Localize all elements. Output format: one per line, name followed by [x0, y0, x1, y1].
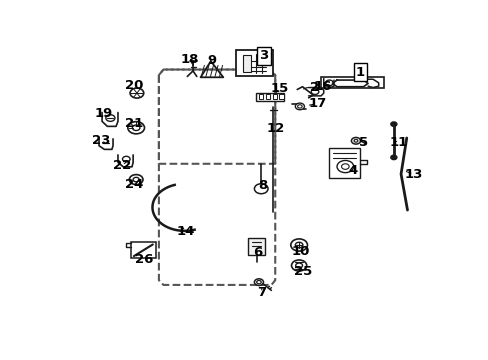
Bar [265, 94, 270, 99]
Circle shape [295, 103, 304, 110]
Text: 21: 21 [124, 117, 142, 130]
Circle shape [129, 175, 142, 185]
Circle shape [291, 260, 306, 271]
Circle shape [254, 279, 263, 285]
Bar [243, 55, 251, 72]
Text: 9: 9 [206, 54, 216, 67]
Circle shape [132, 125, 140, 131]
Circle shape [390, 155, 396, 159]
Bar [131, 242, 156, 258]
Text: 15: 15 [270, 82, 288, 95]
Text: 26: 26 [134, 253, 153, 266]
Bar [259, 94, 263, 99]
Text: 14: 14 [176, 225, 194, 238]
Circle shape [130, 88, 143, 98]
Circle shape [254, 184, 267, 194]
Text: 16: 16 [313, 81, 331, 94]
Bar [256, 93, 283, 100]
Text: 19: 19 [94, 107, 112, 120]
Text: 25: 25 [293, 265, 311, 278]
Circle shape [311, 89, 318, 94]
Text: 5: 5 [358, 136, 367, 149]
Text: 23: 23 [92, 134, 110, 147]
Text: 20: 20 [124, 79, 143, 92]
Circle shape [297, 105, 302, 108]
Text: 22: 22 [113, 159, 131, 172]
Circle shape [336, 161, 353, 173]
Circle shape [105, 115, 115, 121]
Circle shape [133, 177, 139, 182]
Circle shape [122, 156, 130, 162]
Circle shape [341, 164, 348, 169]
Circle shape [290, 239, 307, 251]
Text: 2: 2 [309, 81, 318, 94]
Text: 4: 4 [347, 164, 357, 177]
Circle shape [390, 122, 396, 126]
Circle shape [351, 138, 360, 144]
Circle shape [325, 80, 332, 86]
Circle shape [295, 242, 302, 248]
Circle shape [256, 280, 261, 284]
Bar [279, 94, 284, 99]
Text: 8: 8 [258, 179, 267, 193]
Text: 17: 17 [307, 97, 326, 110]
Circle shape [353, 139, 357, 142]
Text: 6: 6 [253, 246, 262, 259]
Bar [328, 148, 359, 179]
Text: 12: 12 [266, 122, 285, 135]
Text: 1: 1 [355, 66, 365, 79]
Circle shape [127, 122, 144, 134]
Bar [272, 94, 277, 99]
Circle shape [295, 263, 302, 268]
Text: 11: 11 [389, 136, 407, 149]
Bar [236, 50, 272, 76]
Text: 10: 10 [291, 245, 309, 258]
Bar [248, 238, 264, 255]
Text: 3: 3 [259, 49, 268, 62]
Circle shape [335, 167, 339, 170]
Bar [321, 77, 383, 89]
Text: 24: 24 [124, 177, 143, 190]
Text: 13: 13 [404, 167, 422, 180]
Text: 18: 18 [181, 53, 199, 66]
Text: 7: 7 [256, 286, 265, 299]
